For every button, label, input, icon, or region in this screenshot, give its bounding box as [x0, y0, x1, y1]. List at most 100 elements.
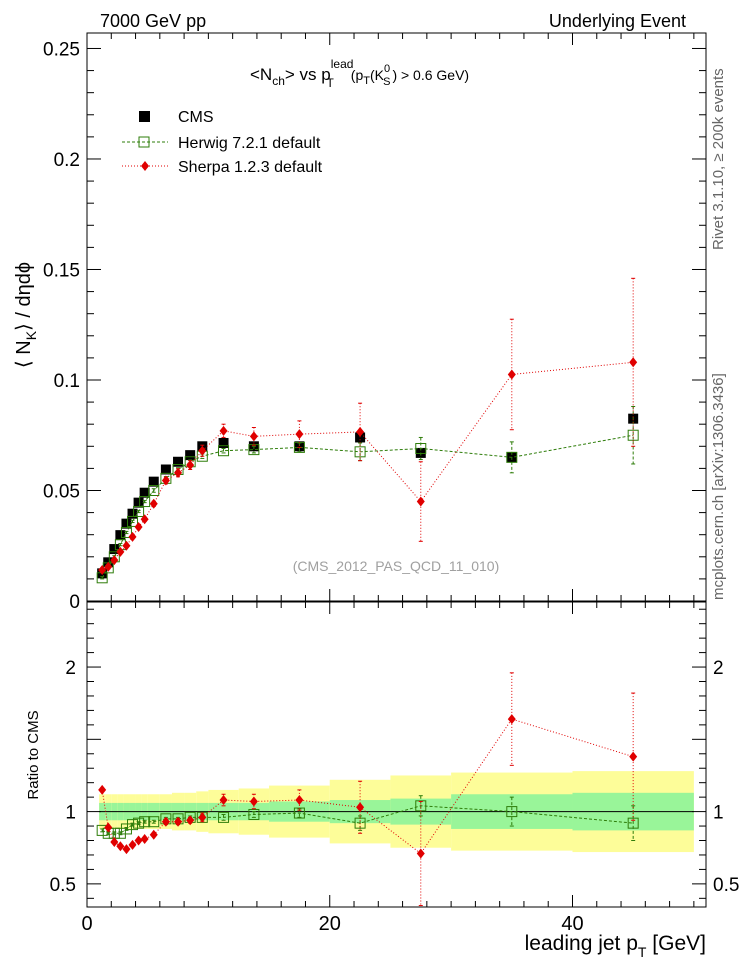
herwig-point [148, 816, 160, 828]
cms-point [109, 544, 120, 555]
y-tick-label: 0.15 [43, 260, 80, 281]
sherpa-point [116, 546, 125, 557]
herwig-point [248, 444, 260, 456]
sherpa-point [219, 425, 228, 436]
sherpa-point [149, 829, 158, 840]
x-tick-label: 20 [319, 913, 341, 935]
sherpa-point [174, 467, 183, 478]
sherpa-point [116, 841, 125, 852]
legend-cms-label: CMS [178, 109, 214, 126]
cms-point [355, 432, 366, 443]
marks [96, 277, 639, 907]
x-tick-label: 40 [561, 913, 583, 935]
legend-sherpa-marker [141, 161, 149, 171]
cms-point [185, 450, 196, 461]
herwig-point [120, 526, 132, 538]
sherpa-point [134, 835, 143, 846]
cms-point [160, 464, 171, 475]
cms-point [218, 437, 229, 448]
herwig-point [248, 808, 260, 820]
sherpa-point [110, 555, 119, 566]
y-tick-label: 0.05 [43, 481, 80, 502]
sherpa-point [110, 836, 119, 847]
main-frame [86, 32, 707, 602]
rivet-label: Rivet 3.1.10, ≥ 200k events [710, 68, 727, 250]
herwig-line [101, 434, 634, 579]
y-tick-label: 0 [69, 592, 80, 613]
sherpa-point [128, 531, 137, 542]
sherpa-point [507, 714, 516, 725]
herwig-point [139, 816, 151, 828]
sherpa-point [104, 822, 113, 833]
sherpa-point [416, 848, 425, 859]
sherpa-point [295, 795, 304, 806]
sherpa-point [122, 540, 131, 551]
legend-sherpa-label: Sherpa 1.2.3 default [178, 159, 323, 176]
ratio-bands [99, 771, 694, 853]
cms-point [294, 441, 305, 452]
herwig-point [114, 827, 126, 839]
cms-point [115, 530, 126, 541]
herwig-point [506, 451, 518, 463]
sherpa-point [128, 839, 137, 850]
herwig-point [627, 817, 639, 829]
plot-title: <Nch> vs plead T (pT(K0 S) > 0.6 GeV) [250, 57, 469, 90]
sherpa-point [149, 498, 158, 509]
herwig-point [354, 446, 366, 458]
sherpa-point [295, 429, 304, 440]
main-y-axis-label: ⟨ NK⟩ / dηdϕ [13, 262, 39, 368]
herwig-point [627, 429, 639, 441]
sherpa-point [161, 816, 170, 827]
sherpa-point [161, 475, 170, 486]
herwig-point [133, 505, 145, 517]
sherpa-line [101, 718, 634, 855]
sherpa-point [104, 561, 113, 572]
cms-point [121, 518, 132, 529]
sherpa-point [186, 460, 195, 471]
sherpa-point [416, 496, 425, 507]
sherpa-point [98, 784, 107, 795]
mcplots-label: mcplots.cern.ch [arXiv:1306.3436] [710, 373, 727, 600]
sherpa-point [249, 431, 258, 442]
herwig-point [120, 823, 132, 835]
sherpa-point [186, 815, 195, 826]
analysis-watermark: (CMS_2012_PAS_QCD_11_010) [293, 558, 500, 574]
herwig-point [218, 811, 230, 823]
sherpa-point [198, 812, 207, 823]
sherpa-point [134, 521, 143, 532]
axes: 0 20 40 0 0.05 0.1 0.15 0.2 0.25 0.5 0.5 1 1 2 2 [43, 33, 739, 935]
sherpa-point [629, 751, 638, 762]
ratio-y-axis-label: Ratio to CMS [25, 710, 42, 799]
sherpa-point [140, 834, 149, 845]
ratio-y-tick-label-right: 2 [713, 658, 724, 679]
y-tick-label: 0.2 [54, 150, 80, 171]
herwig-point [139, 496, 151, 508]
x-tick-label: 0 [81, 913, 92, 935]
cms-point [127, 508, 138, 519]
ratio-y-tick-label: 1 [65, 803, 76, 824]
y-tick-label: 0.25 [43, 39, 80, 60]
herwig-point [148, 484, 160, 496]
y-tick-label: 0.1 [54, 371, 80, 392]
legend-cms-marker [139, 111, 150, 122]
sherpa-point [122, 844, 131, 855]
sherpa-point [219, 795, 228, 806]
process-label: Underlying Event [549, 11, 686, 31]
herwig-point [218, 445, 230, 457]
cms-point [173, 456, 184, 467]
cms-point [148, 476, 159, 487]
legend-herwig-marker [138, 136, 150, 148]
ratio-y-tick-label: 0.5 [50, 875, 76, 896]
sherpa-point [198, 445, 207, 456]
sherpa-point [629, 357, 638, 368]
herwig-point [415, 443, 427, 455]
sherpa-point [356, 802, 365, 813]
ratio-y-tick-label: 2 [65, 658, 76, 679]
sherpa-point [249, 796, 258, 807]
energy-label: 7000 GeV pp [100, 11, 206, 31]
ratio-y-tick-label-right: 1 [713, 803, 724, 824]
ratio-y-tick-label-right: 0.5 [713, 875, 739, 896]
ratio-frame [86, 601, 707, 908]
cms-point [139, 487, 150, 498]
sherpa-point [174, 816, 183, 827]
